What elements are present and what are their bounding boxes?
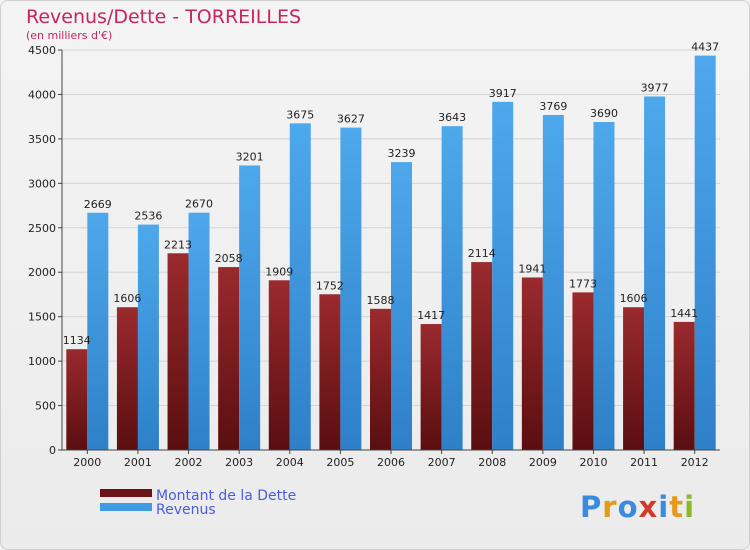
bar-revenus [593,122,615,450]
data-label-debt: 2114 [468,247,496,260]
logo-letter: P [580,490,602,524]
x-tick-label: 2008 [478,456,506,469]
x-tick-label: 2005 [326,456,354,469]
y-tick-label: 3000 [28,177,56,190]
x-tick-label: 2010 [579,456,607,469]
bar-debt [572,292,594,450]
bars: 1134 2669 1606 2536 2213 2670 2058 3201 1909 3675… [63,41,719,451]
data-label-debt: 1417 [417,309,445,322]
x-tick-label: 2006 [377,456,405,469]
bar-revenus [239,165,261,450]
y-tick-label: 2000 [28,266,56,279]
bar-debt [420,324,442,450]
data-label-debt: 1752 [316,279,344,292]
data-label-debt: 2058 [215,252,243,265]
data-label-revenus: 3201 [236,150,264,163]
x-tick-label: 2012 [681,456,709,469]
y-tick-label: 1500 [28,311,56,324]
bar-revenus [492,101,514,451]
logo-letter: i [658,490,669,524]
x-tick-label: 2007 [428,456,456,469]
y-tick-label: 1000 [28,355,56,368]
data-label-revenus: 2670 [185,198,213,211]
bar-debt [66,349,88,450]
y-tick-label: 2500 [28,222,56,235]
bar-revenus [644,96,666,450]
data-label-revenus: 2669 [84,198,112,211]
data-label-debt: 1606 [113,292,141,305]
x-tick-label: 2011 [630,456,658,469]
bar-revenus [137,224,159,450]
y-tick-label: 3500 [28,133,56,146]
bar-debt [218,267,240,450]
y-tick-label: 0 [49,444,56,457]
bar-debt [471,262,493,450]
logo-letter: r [602,490,617,524]
bar-revenus [87,212,109,450]
bar-revenus [542,114,564,450]
bar-debt [167,253,189,450]
data-label-revenus: 3643 [438,111,466,124]
data-label-revenus: 2536 [134,210,162,223]
bar-debt [116,307,138,450]
data-label-debt: 1773 [569,277,597,290]
chart-title: Revenus/Dette - TORREILLES [26,6,301,28]
data-label-debt: 1588 [367,294,395,307]
data-label-revenus: 3690 [590,107,618,120]
data-label-debt: 1134 [63,334,91,347]
data-label-debt: 1606 [620,292,648,305]
x-tick-label: 2009 [529,456,557,469]
y-tick-label: 500 [35,400,56,413]
bar-debt [673,321,695,450]
bar-revenus [391,162,412,451]
proxiti-logo: Proxiti [580,490,695,524]
bar-debt [319,294,341,450]
x-tick-label: 2001 [124,456,152,469]
data-label-debt: 1441 [670,307,698,320]
data-label-revenus: 3977 [641,81,669,94]
bar-debt [370,308,391,450]
logo-letter: o [618,490,639,524]
data-label-debt: 2213 [164,238,192,251]
y-tick-label: 4500 [28,44,56,57]
x-tick-label: 2000 [73,456,101,469]
data-label-revenus: 3769 [539,100,567,113]
logo-letter: i [684,490,695,524]
logo-letter: t [669,490,684,524]
legend: Montant de la Dette Revenus [100,488,296,518]
bar-revenus [441,126,463,450]
x-tick-label: 2002 [175,456,203,469]
y-axis-ticks: 0 500 1000 1500 2000 2500 3000 3500 4000 4500 [28,44,62,457]
bar-debt [521,277,543,450]
data-label-revenus: 3239 [388,147,416,160]
legend-label-debt: Montant de la Dette [156,488,296,504]
legend-swatch-revenus [100,503,152,511]
legend-swatch-debt [100,489,152,497]
logo-letter: x [639,490,659,524]
bar-revenus [188,212,210,450]
data-label-revenus: 4437 [691,41,719,54]
legend-label-revenus: Revenus [156,502,216,518]
bar-revenus [694,55,716,450]
x-tick-label: 2004 [276,456,304,469]
data-label-revenus: 3675 [286,108,314,121]
data-label-revenus: 3627 [337,113,365,126]
chart-subtitle: (en milliers d'€) [26,29,112,42]
bar-revenus [340,127,362,450]
bar-debt [623,307,645,450]
bar-debt [268,280,290,450]
bar-revenus [289,123,311,450]
x-tick-label: 2003 [225,456,253,469]
y-tick-label: 4000 [28,88,56,101]
x-axis-ticks: 2000 2001 2002 2003 2004 2005 2006 2007 2008 2009… [73,450,709,469]
data-label-debt: 1909 [265,265,293,278]
data-label-revenus: 3917 [489,87,517,100]
data-label-debt: 1941 [518,262,546,275]
